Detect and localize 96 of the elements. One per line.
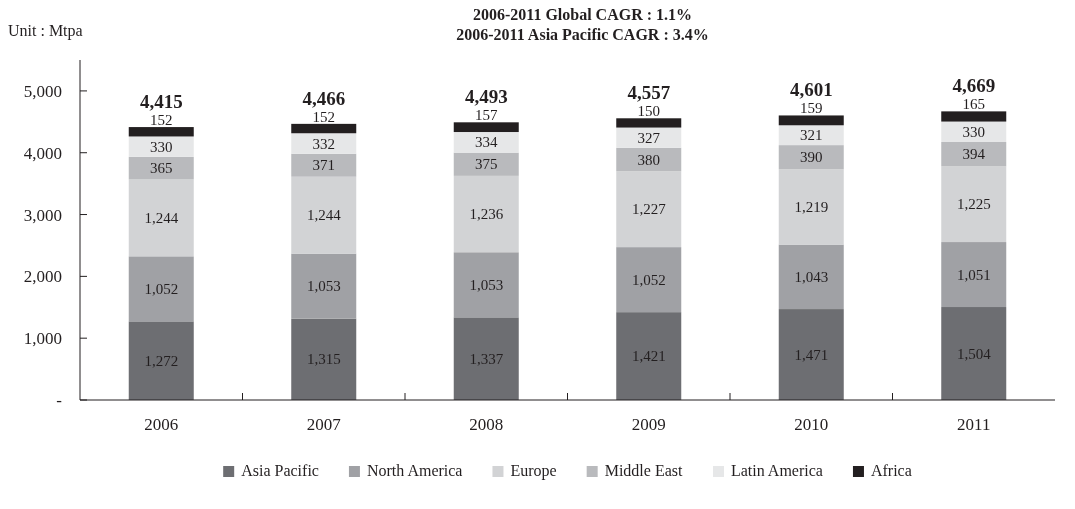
- y-tick-label: 1,000: [23, 329, 62, 349]
- data-label: 1,043: [794, 268, 829, 285]
- total-label: 4,415: [139, 91, 183, 113]
- y-axis-title: Unit : Mtpa: [8, 22, 83, 40]
- bar: [778, 125, 844, 146]
- bar: [291, 133, 357, 154]
- data-label: 327: [637, 129, 661, 146]
- data-label: 1,272: [144, 352, 179, 369]
- data-label: 330: [150, 138, 173, 155]
- x-tick-label: 2007: [306, 415, 342, 434]
- legend-label: Latin America: [730, 462, 823, 479]
- bar: [453, 175, 519, 253]
- data-label: 330: [962, 123, 985, 140]
- bar: [128, 256, 194, 322]
- data-label: 152: [150, 112, 173, 129]
- data-label: 159: [800, 100, 823, 117]
- bar: [616, 127, 682, 148]
- data-label: 1,052: [144, 280, 179, 297]
- y-tick-label: 4,000: [23, 143, 62, 163]
- data-label: 152: [312, 108, 335, 125]
- x-tick-label: 2009: [631, 415, 666, 434]
- legend-label: Africa: [870, 462, 912, 479]
- data-label: 1,225: [956, 196, 991, 213]
- data-label: 1,471: [794, 346, 829, 363]
- bar: [941, 242, 1007, 308]
- bar: [291, 253, 357, 319]
- data-label: 1,227: [631, 201, 667, 218]
- bar: [778, 244, 844, 310]
- legend-label: Asia Pacific: [241, 462, 319, 479]
- x-tick-label: 2006: [144, 415, 179, 434]
- data-label: 1,337: [469, 350, 504, 367]
- data-label: 334: [475, 134, 498, 151]
- data-label: 375: [475, 156, 498, 173]
- total-label: 4,493: [464, 86, 508, 108]
- bar: [616, 171, 682, 248]
- bar: [616, 118, 682, 128]
- x-tick-label: 2010: [794, 415, 829, 434]
- legend-label: North America: [366, 462, 463, 479]
- data-label: 1,052: [631, 271, 666, 288]
- y-tick-label: 5,000: [23, 81, 62, 101]
- total-label: 4,466: [302, 87, 346, 109]
- bar: [616, 247, 682, 313]
- y-tick-label: 3,000: [23, 205, 62, 225]
- total-label: 4,669: [952, 75, 996, 97]
- bar: [941, 111, 1007, 122]
- data-label: 394: [962, 146, 986, 163]
- data-label: 332: [312, 135, 335, 152]
- bar: [941, 141, 1007, 167]
- bar: [778, 309, 844, 400]
- data-label: 380: [637, 151, 660, 168]
- total-label: 4,557: [627, 82, 671, 104]
- data-label: 371: [312, 157, 335, 174]
- legend-label: Middle East: [604, 462, 683, 479]
- bar: [453, 132, 519, 153]
- bar: [453, 122, 519, 133]
- data-label: 1,504: [956, 345, 992, 362]
- bar: [453, 317, 519, 400]
- data-label: 1,244: [144, 209, 179, 226]
- bar: [941, 166, 1007, 243]
- chart-title: 2006-2011 Global CAGR : 1.1%: [472, 6, 693, 23]
- bar: [778, 169, 844, 245]
- data-label: 165: [962, 96, 985, 113]
- data-label: 1,051: [956, 266, 991, 283]
- total-label: 4,601: [789, 79, 833, 101]
- data-label: 1,219: [794, 198, 829, 215]
- data-label: 150: [637, 103, 660, 120]
- bar: [291, 176, 357, 254]
- bar: [128, 179, 194, 257]
- bar: [453, 252, 519, 318]
- bar: [941, 307, 1007, 400]
- bar: [453, 152, 519, 176]
- data-label: 390: [800, 149, 823, 166]
- data-label: 1,236: [469, 206, 504, 223]
- bar: [778, 115, 844, 126]
- bar: [291, 318, 357, 400]
- y-tick-label: -: [56, 391, 63, 410]
- x-tick-label: 2011: [957, 415, 991, 434]
- data-label: 1,315: [306, 351, 341, 368]
- bar: [778, 145, 844, 170]
- bar: [291, 123, 357, 134]
- chart-subtitle: 2006-2011 Asia Pacific CAGR : 3.4%: [456, 26, 709, 43]
- data-label: 365: [150, 160, 173, 177]
- data-label: 1,244: [306, 207, 342, 224]
- data-label: 1,053: [469, 276, 504, 293]
- data-label: 321: [800, 127, 823, 144]
- bar: [128, 127, 194, 137]
- data-label: 1,053: [306, 278, 341, 295]
- bar: [128, 321, 194, 400]
- data-label: 1,421: [631, 348, 666, 365]
- bar: [291, 153, 357, 177]
- legend-label: Europe: [510, 462, 557, 480]
- data-label: 157: [475, 107, 498, 124]
- bar: [616, 312, 682, 400]
- x-tick-label: 2008: [469, 415, 504, 434]
- y-tick-label: 2,000: [23, 267, 62, 287]
- bar: [128, 136, 194, 157]
